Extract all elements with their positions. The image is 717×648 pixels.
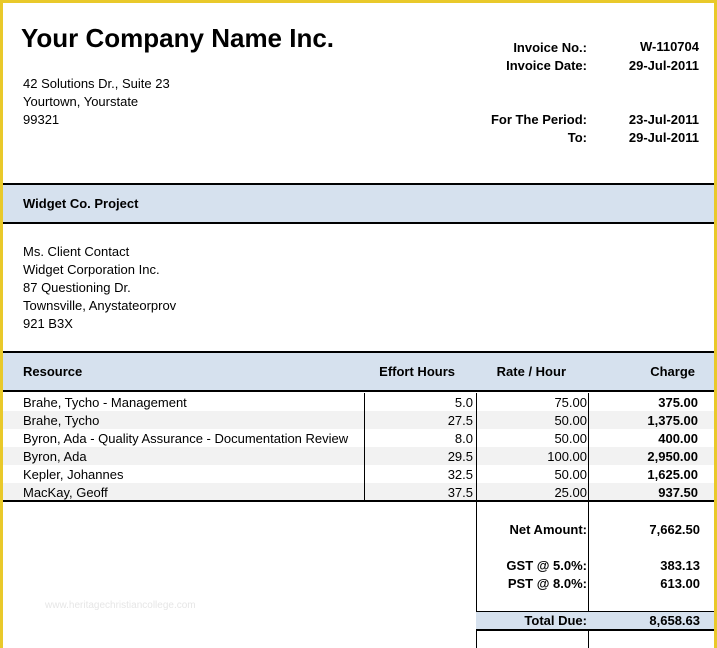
header-rate: Rate / Hour bbox=[496, 364, 566, 379]
pst-label: PST @ 8.0%: bbox=[507, 576, 587, 591]
table-bottom-rule bbox=[3, 500, 714, 502]
invoice-number: W-110704 bbox=[639, 39, 699, 54]
client-line-1: Ms. Client Contact bbox=[23, 244, 130, 259]
company-address-line-1: 42 Solutions Dr., Suite 23 bbox=[23, 76, 170, 91]
cell-charge: 375.00 bbox=[658, 395, 698, 410]
cell-rate: 25.00 bbox=[554, 485, 587, 500]
period-label: For The Period: bbox=[490, 112, 587, 127]
table-row: Kepler, Johannes 32.5 50.00 1,625.00 bbox=[3, 465, 714, 483]
header-resource: Resource bbox=[23, 364, 83, 379]
table-header bbox=[3, 351, 714, 392]
header-charge: Charge bbox=[650, 364, 695, 379]
cell-resource: Brahe, Tycho - Management bbox=[23, 395, 187, 410]
client-line-2: Widget Corporation Inc. bbox=[23, 262, 160, 277]
cell-charge: 1,625.00 bbox=[647, 467, 698, 482]
cell-hours: 5.0 bbox=[454, 395, 473, 410]
total-due-label: Total Due: bbox=[524, 613, 587, 628]
period-start: 23-Jul-2011 bbox=[628, 112, 699, 127]
cell-resource: MacKay, Geoff bbox=[23, 485, 108, 500]
company-name: Your Company Name Inc. bbox=[21, 23, 335, 53]
client-line-3: 87 Questioning Dr. bbox=[23, 280, 131, 295]
cell-hours: 29.5 bbox=[447, 449, 473, 464]
column-divider bbox=[364, 393, 365, 501]
cell-hours: 37.5 bbox=[447, 485, 473, 500]
cell-charge: 400.00 bbox=[658, 431, 698, 446]
company-address-line-2: Yourtown, Yourstate bbox=[23, 94, 139, 109]
cell-charge: 2,950.00 bbox=[647, 449, 698, 464]
gst-value: 383.13 bbox=[660, 558, 700, 573]
column-divider bbox=[588, 393, 589, 648]
net-amount-label: Net Amount: bbox=[509, 522, 587, 537]
period-to-label: To: bbox=[567, 130, 587, 145]
cell-rate: 50.00 bbox=[554, 431, 587, 446]
invoice-number-label: Invoice No.: bbox=[513, 40, 587, 55]
client-line-5: 921 B3X bbox=[23, 316, 73, 331]
project-title: Widget Co. Project bbox=[23, 196, 139, 211]
client-line-4: Townsville, Anystateorprov bbox=[23, 298, 177, 313]
total-due-band bbox=[476, 611, 714, 630]
cell-rate: 50.00 bbox=[554, 467, 587, 482]
invoice-date-label: Invoice Date: bbox=[506, 58, 587, 73]
table-row: MacKay, Geoff 37.5 25.00 937.50 bbox=[3, 483, 714, 501]
cell-charge: 1,375.00 bbox=[647, 413, 698, 428]
watermark: www.heritagechristiancollege.com bbox=[45, 600, 196, 611]
table-row: Brahe, Tycho 27.5 50.00 1,375.00 bbox=[3, 411, 714, 429]
cell-rate: 100.00 bbox=[547, 449, 587, 464]
table-row: Byron, Ada 29.5 100.00 2,950.00 bbox=[3, 447, 714, 465]
cell-resource: Byron, Ada - Quality Assurance - Documen… bbox=[23, 431, 349, 446]
cell-hours: 27.5 bbox=[447, 413, 473, 428]
cell-charge: 937.50 bbox=[658, 485, 698, 500]
cell-resource: Kepler, Johannes bbox=[23, 467, 124, 482]
project-band bbox=[3, 183, 714, 224]
cell-resource: Byron, Ada bbox=[23, 449, 87, 464]
cell-hours: 8.0 bbox=[454, 431, 473, 446]
net-amount-value: 7,662.50 bbox=[649, 522, 700, 537]
total-due-value: 8,658.63 bbox=[649, 613, 700, 628]
cell-resource: Brahe, Tycho bbox=[23, 413, 100, 428]
cell-rate: 75.00 bbox=[554, 395, 587, 410]
header-effort-hours: Effort Hours bbox=[379, 364, 455, 379]
total-due-rule bbox=[476, 630, 714, 631]
period-end: 29-Jul-2011 bbox=[628, 130, 699, 145]
invoice-date: 29-Jul-2011 bbox=[628, 58, 699, 73]
cell-rate: 50.00 bbox=[554, 413, 587, 428]
company-address-line-3: 99321 bbox=[23, 112, 60, 127]
column-divider bbox=[476, 393, 477, 648]
table-row: Byron, Ada - Quality Assurance - Documen… bbox=[3, 429, 714, 447]
table-row: Brahe, Tycho - Management 5.0 75.00 375.… bbox=[3, 393, 714, 411]
cell-hours: 32.5 bbox=[447, 467, 473, 482]
pst-value: 613.00 bbox=[660, 576, 700, 591]
gst-label: GST @ 5.0%: bbox=[506, 558, 587, 573]
